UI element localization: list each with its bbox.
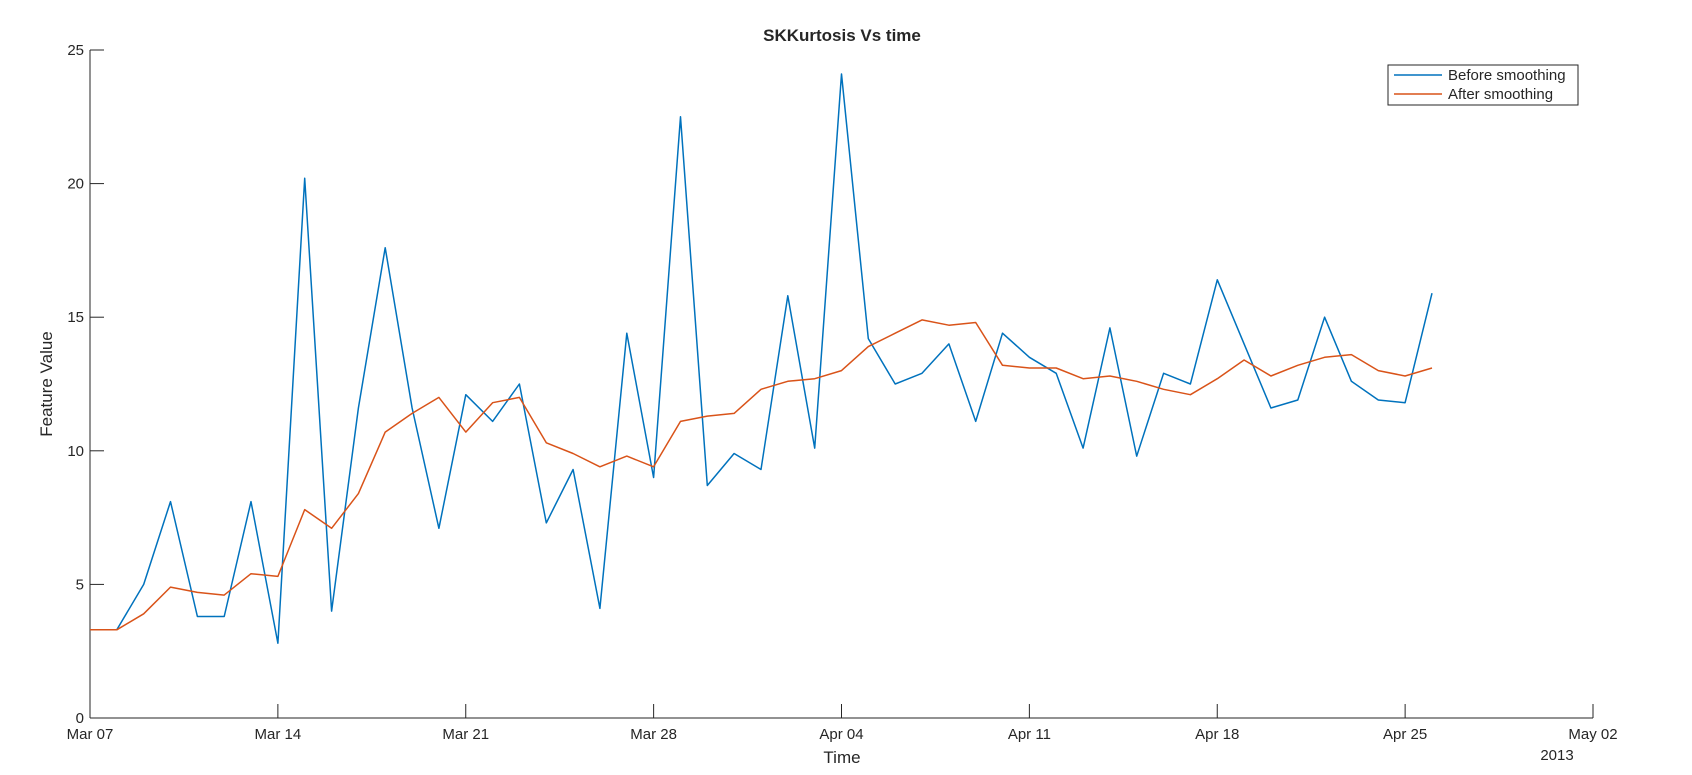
x-tick-label: Apr 25 [1383,726,1427,743]
x-tick-label: Apr 04 [819,726,863,743]
series-group [90,73,1433,644]
series-line-before-smoothing [90,73,1433,644]
legend-label-after: After smoothing [1448,86,1553,103]
y-tick-label: 15 [67,309,84,326]
legend-label-before: Before smoothing [1448,67,1566,84]
x-tick-label: Mar 07 [67,726,114,743]
x-axis-label: Time [823,748,860,767]
x-tick-label: Mar 28 [630,726,677,743]
x-tick-label: Apr 11 [1008,726,1051,743]
axes: 0 5 10 15 20 25 Mar 07 Mar 14 Mar 21 Mar 28 Apr 0… [67,42,1618,743]
x-tick-label: Mar 14 [255,726,302,743]
y-tick-label: 25 [67,42,84,59]
y-tick-label: 0 [76,710,84,727]
chart-title: SKKurtosis Vs time [763,26,921,45]
y-tick-label: 5 [76,576,84,593]
y-ticks: 0 5 10 15 20 25 [67,42,104,727]
x-tick-label: Mar 21 [442,726,489,743]
y-tick-label: 10 [67,443,84,460]
legend: Before smoothing After smoothing [1387,64,1579,106]
legend-box [1387,64,1579,106]
x-tick-label: Apr 18 [1195,726,1239,743]
y-tick-label: 20 [67,176,84,193]
x-tick-label: May 02 [1568,726,1617,743]
series-line-after-smoothing [90,319,1433,631]
x-ticks: Mar 07 Mar 14 Mar 21 Mar 28 Apr 04 Apr 11 Apr … [67,704,1618,743]
x-axis-secondary-label: 2013 [1540,747,1573,764]
y-axis-label: Feature Value [37,331,56,437]
